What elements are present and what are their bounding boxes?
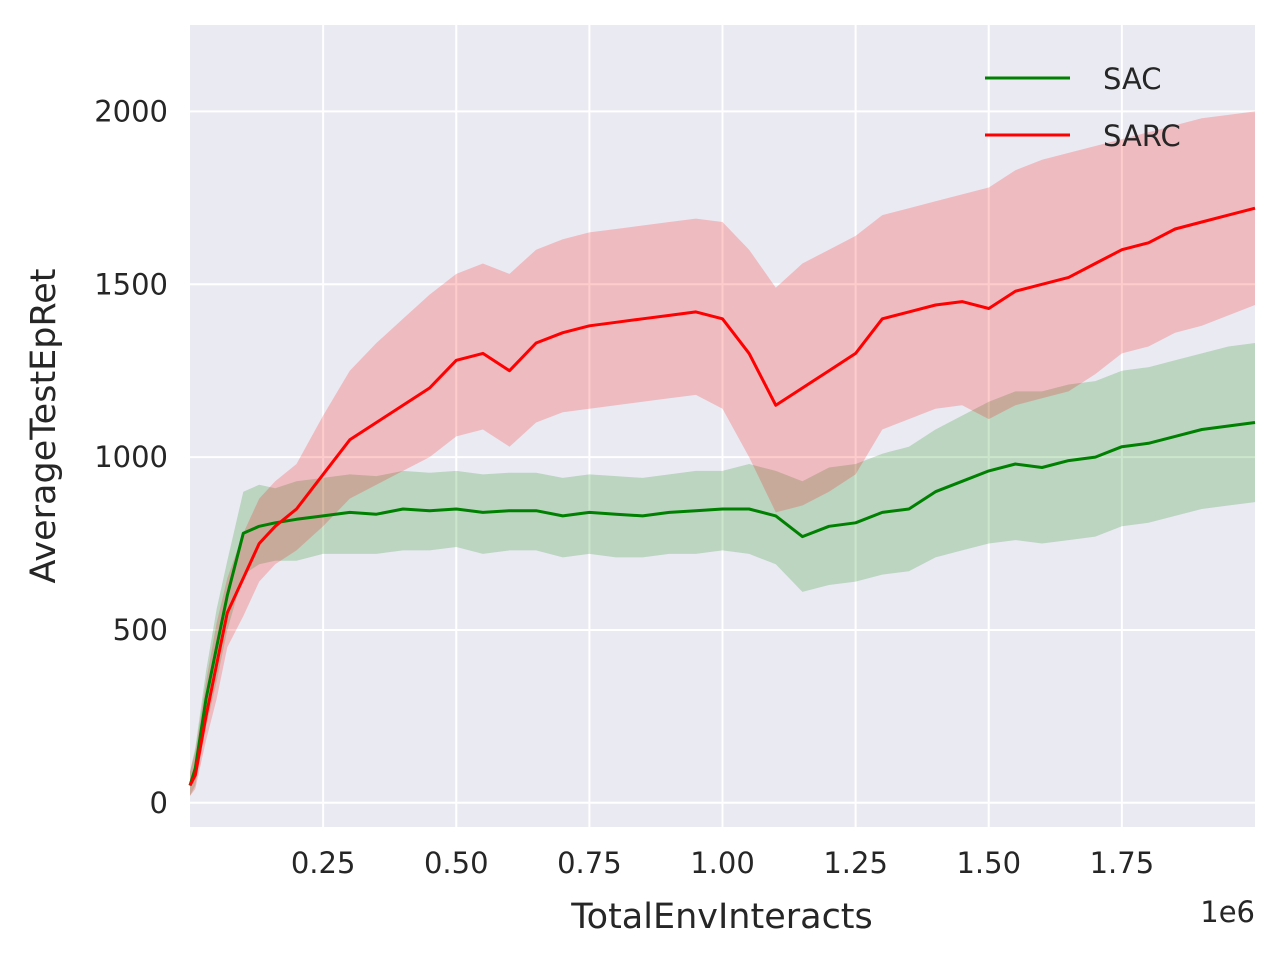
y-tick-label: 1000: [94, 440, 168, 474]
y-tick-label: 0: [150, 786, 168, 820]
legend-label-sarc: SARC: [1103, 119, 1181, 153]
y-tick-label: 2000: [94, 94, 168, 128]
y-tick-label: 1500: [94, 267, 168, 301]
x-tick-label: 1.50: [956, 846, 1021, 880]
x-tick-label: 1.75: [1090, 846, 1155, 880]
x-tick-label: 1.00: [690, 846, 755, 880]
legend-label-sac: SAC: [1103, 62, 1162, 96]
y-tick-label: 500: [113, 613, 168, 647]
series-lines: [188, 206, 1256, 787]
series-line-sarc: [188, 206, 1256, 787]
x-axis-title: TotalEnvInteracts: [570, 897, 873, 937]
x-tick-labels: 0.25 0.50 0.75 1.00 1.25 1.50 1.75: [291, 846, 1154, 880]
x-tick-label: 0.25: [291, 846, 356, 880]
x-tick-label: 0.75: [557, 846, 622, 880]
legend: SAC SARC: [985, 62, 1181, 153]
confidence-bands: [190, 111, 1255, 796]
y-tick-labels: 0 500 1000 1500 2000: [94, 94, 168, 819]
band-sarc: [190, 111, 1255, 796]
y-axis-title: AverageTestEpRet: [24, 269, 64, 584]
x-offset-label: 1e6: [1200, 895, 1255, 929]
x-tick-label: 0.50: [424, 846, 489, 880]
grid: [190, 25, 1255, 827]
x-tick-label: 1.25: [823, 846, 888, 880]
band-sac: [190, 343, 1255, 796]
